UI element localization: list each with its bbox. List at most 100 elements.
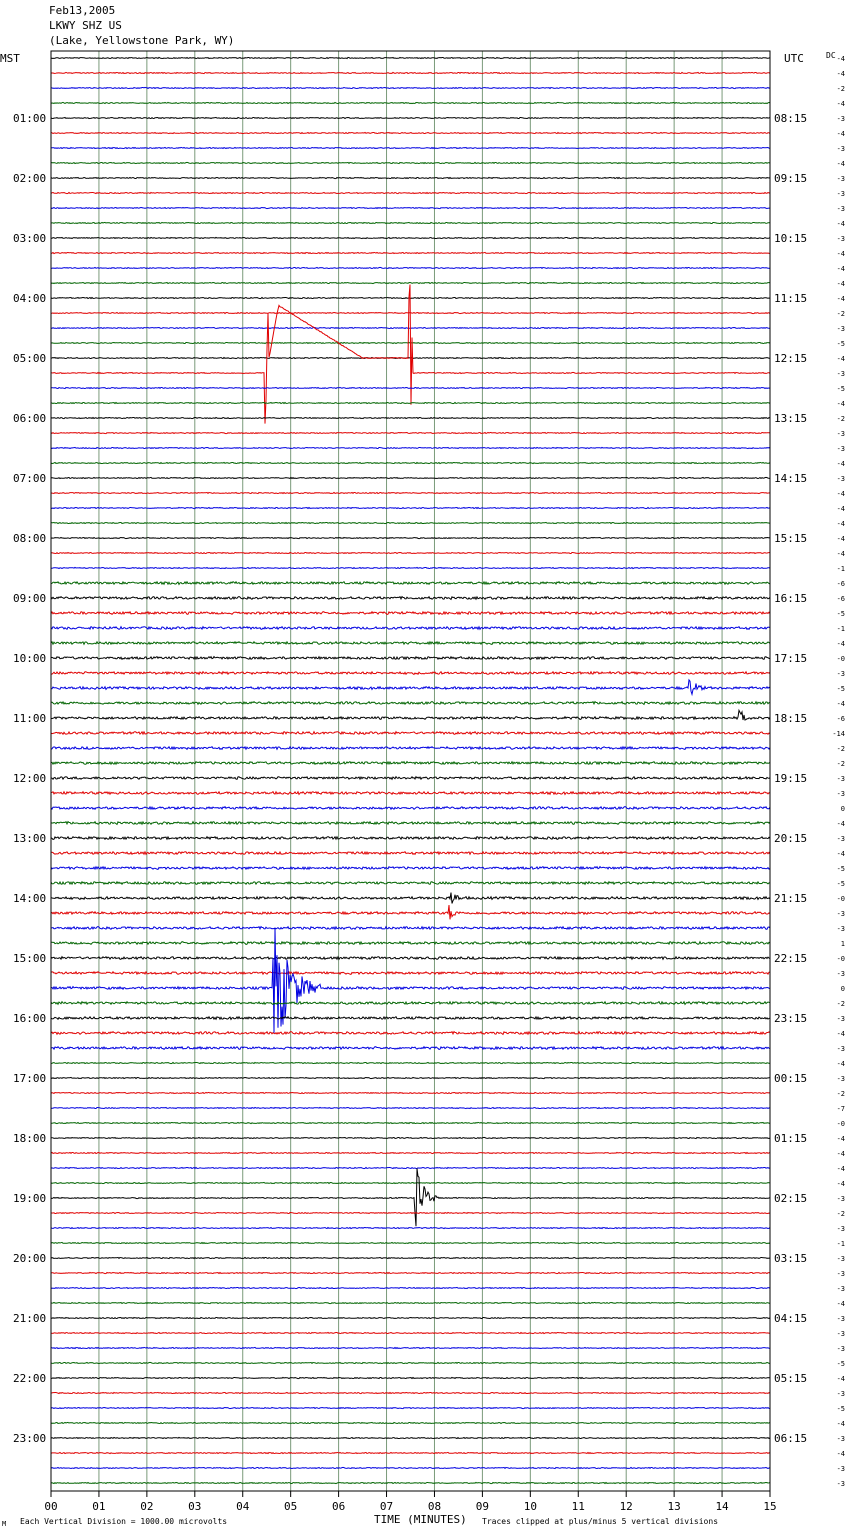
trace-line — [50, 116, 771, 120]
trace-line — [50, 446, 771, 450]
scale-note: Each Vertical Division = 1000.00 microvo… — [20, 1517, 227, 1526]
plot-frame — [50, 50, 771, 1492]
dc-offset-label: -7 — [837, 1105, 845, 1113]
trace-line — [50, 700, 771, 706]
trace-line — [50, 865, 771, 871]
dc-offset-label: -4 — [837, 1060, 845, 1068]
trace-line — [50, 431, 771, 435]
dc-offset-label: -4 — [837, 535, 845, 543]
dc-offset-label: -4 — [837, 850, 845, 858]
dc-offset-label: -4 — [837, 1030, 845, 1038]
x-tick-label: 02 — [140, 1500, 153, 1513]
dc-offset-label: -3 — [837, 1015, 845, 1023]
x-tick-label: 01 — [92, 1500, 105, 1513]
dc-offset-label: -3 — [837, 1285, 845, 1293]
dc-offset-label: -1 — [837, 565, 845, 573]
dc-offset-label: -4 — [837, 820, 845, 828]
dc-offset-label: -3 — [837, 775, 845, 783]
right-hour-label: 22:15 — [774, 952, 807, 965]
dc-offset-label: -2 — [837, 745, 845, 753]
trace-line — [50, 820, 771, 826]
dc-offset-label: -2 — [837, 85, 845, 93]
left-zone-label: MST — [0, 52, 20, 65]
trace-line — [50, 625, 771, 631]
trace-line — [51, 284, 771, 424]
left-hour-label: 19:00 — [13, 1192, 46, 1205]
dc-offset-label: -3 — [837, 1270, 845, 1278]
trace-line — [50, 521, 770, 525]
dc-offset-label: -5 — [837, 385, 845, 393]
trace-line — [50, 745, 771, 751]
x-tick-label: 15 — [763, 1500, 776, 1513]
dc-offset-label: -4 — [837, 100, 845, 108]
trace-line — [50, 708, 771, 721]
left-hour-label: 12:00 — [13, 772, 46, 785]
trace-line — [50, 1106, 771, 1110]
dc-label: DC — [826, 51, 836, 60]
dc-offset-label: -4 — [837, 1135, 845, 1143]
trace-line — [50, 925, 771, 931]
dc-offset-label: -0 — [837, 1120, 845, 1128]
trace-line — [50, 101, 771, 105]
dc-offset-label: -6 — [837, 595, 845, 603]
trace-line — [50, 281, 771, 285]
left-hour-label: 13:00 — [13, 832, 46, 845]
dc-offset-label: -3 — [837, 145, 845, 153]
header-location: (Lake, Yellowstone Park, WY) — [49, 34, 235, 47]
trace-line — [50, 1000, 771, 1006]
dc-offset-label: -0 — [837, 955, 845, 963]
dc-offset-label: -3 — [837, 1435, 845, 1443]
dc-offset-label: -3 — [837, 1225, 845, 1233]
trace-line — [51, 1346, 771, 1350]
dc-offset-label: -2 — [837, 760, 845, 768]
left-hour-label: 17:00 — [13, 1072, 46, 1085]
dc-offset-label: -4 — [837, 1450, 845, 1458]
trace-line — [50, 266, 771, 270]
right-hour-label: 00:15 — [774, 1072, 807, 1085]
left-hour-label: 15:00 — [13, 952, 46, 965]
dc-offset-label: -4 — [837, 160, 845, 168]
trace-line — [50, 536, 771, 540]
trace-line — [50, 476, 771, 480]
dc-offset-label: -3 — [837, 445, 845, 453]
x-tick-label: 05 — [284, 1500, 297, 1513]
x-tick-label: 09 — [476, 1500, 489, 1513]
trace-line — [50, 1241, 771, 1245]
dc-offset-label: -3 — [837, 970, 845, 978]
left-hour-label: 21:00 — [13, 1312, 46, 1325]
dc-offset-label: -14 — [832, 730, 845, 738]
dc-offset-label: -5 — [837, 865, 845, 873]
dc-offset-label: -1 — [837, 1240, 845, 1248]
dc-offset-label: -2 — [837, 310, 845, 318]
trace-line — [50, 461, 771, 465]
left-hour-label: 05:00 — [13, 352, 46, 365]
dc-offset-label: -3 — [837, 1390, 845, 1398]
right-hour-label: 19:15 — [774, 772, 807, 785]
trace-line — [50, 1316, 771, 1320]
dc-offset-label: -4 — [837, 1165, 845, 1173]
trace-line — [50, 805, 771, 811]
right-hour-label: 16:15 — [774, 592, 807, 605]
dc-offset-label: -3 — [837, 910, 845, 918]
trace-line — [50, 416, 771, 420]
x-axis-title: TIME (MINUTES) — [374, 1513, 467, 1526]
dc-offset-label: -2 — [837, 1000, 845, 1008]
trace-line — [50, 146, 771, 150]
trace-line — [50, 927, 771, 1034]
trace-line — [50, 790, 771, 796]
dc-offset-label: -4 — [837, 520, 845, 528]
dc-offset-label: -4 — [837, 1150, 845, 1158]
dc-offset-label: -5 — [837, 610, 845, 618]
right-hour-label: 08:15 — [774, 112, 807, 125]
trace-line — [50, 904, 771, 920]
trace-line — [50, 775, 771, 781]
header-date: Feb13,2005 — [49, 4, 116, 17]
trace-line — [50, 1271, 771, 1275]
right-hour-label: 05:15 — [774, 1372, 807, 1385]
dc-offset-label: -3 — [837, 925, 845, 933]
trace-line — [50, 1481, 771, 1485]
trace-line — [50, 191, 771, 195]
left-hour-label: 02:00 — [13, 172, 46, 185]
trace-line — [50, 1286, 771, 1290]
trace-line — [51, 236, 771, 240]
